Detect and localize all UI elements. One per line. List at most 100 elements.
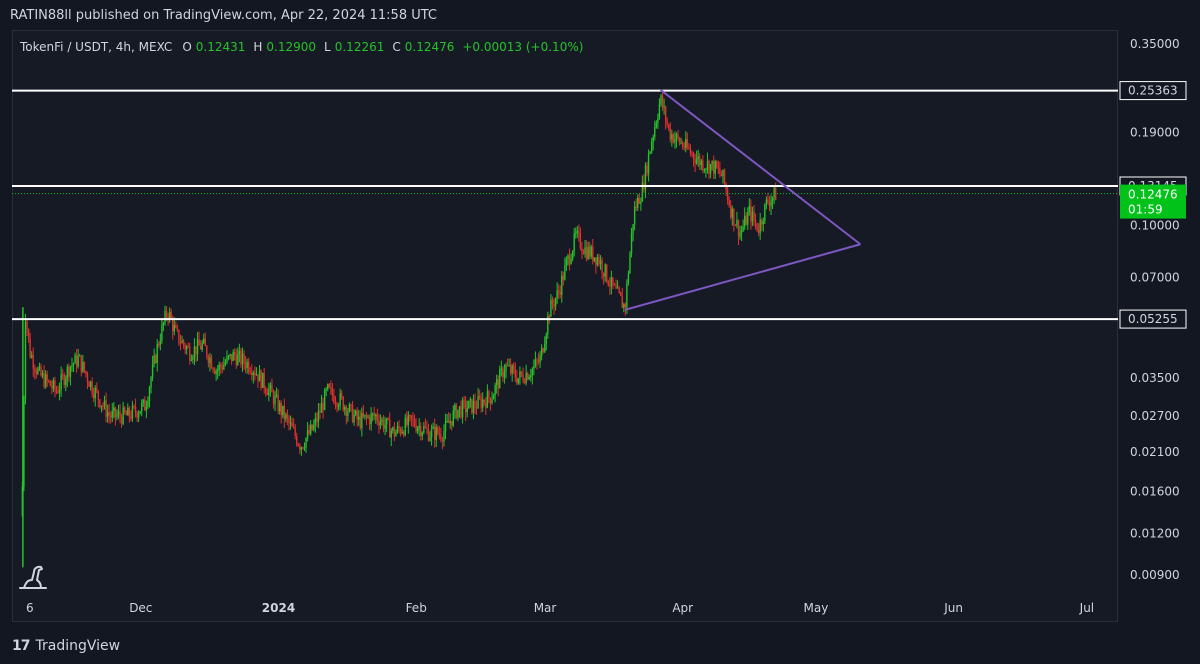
dinosaur-icon[interactable]	[16, 560, 50, 594]
candle-body	[640, 201, 642, 204]
candle-body	[509, 365, 512, 374]
candle-body	[311, 424, 313, 430]
candle-body	[734, 225, 737, 227]
candle-body	[576, 230, 578, 234]
candle-body	[699, 156, 701, 166]
candle-body	[530, 376, 532, 378]
candle-body	[258, 370, 261, 382]
candle-body	[244, 362, 247, 369]
candle-body	[336, 403, 338, 407]
candle-body	[123, 407, 126, 413]
candle-body	[68, 366, 70, 377]
candle-body	[288, 417, 290, 424]
open-key: O	[182, 40, 192, 54]
candle-body	[395, 431, 397, 437]
candle-body	[110, 415, 112, 418]
candle-body	[471, 399, 473, 414]
candle-body	[632, 224, 634, 234]
candle-body	[446, 420, 448, 422]
candle-body	[88, 382, 90, 387]
candle-body	[319, 410, 321, 413]
candle-body	[537, 360, 540, 362]
candle-body	[79, 355, 81, 357]
symbol-label[interactable]: TokenFi / USDT, 4h, MEXC	[20, 40, 173, 54]
candle-body	[668, 124, 670, 129]
candle-body	[308, 430, 310, 434]
candle-body	[364, 414, 366, 417]
candle-body	[368, 417, 371, 425]
candle-body	[753, 211, 755, 221]
candle-body	[398, 425, 400, 429]
candle-body	[737, 219, 740, 237]
candle-body	[243, 353, 245, 363]
candle-body	[761, 219, 763, 225]
candle-body	[692, 153, 695, 159]
candle-body	[131, 405, 134, 419]
candle-body	[229, 354, 231, 356]
candle-body	[680, 142, 682, 144]
candle-body	[440, 434, 442, 440]
candle-body	[474, 400, 476, 408]
candle-body	[730, 205, 732, 218]
candle-body	[235, 355, 237, 366]
candle-body	[629, 253, 631, 274]
candle-body	[557, 290, 560, 292]
candle-body	[283, 405, 286, 420]
candle-body	[251, 372, 253, 376]
candle-body	[187, 346, 189, 348]
candle-body	[195, 346, 197, 355]
high-value: 0.12900	[266, 40, 317, 54]
candle-body	[522, 374, 524, 381]
x-tick-label: Dec	[129, 601, 152, 615]
candle-body	[593, 257, 596, 261]
candle-body	[545, 334, 547, 344]
level-price-label: 0.05255	[1128, 312, 1178, 326]
candle-body	[671, 134, 673, 140]
candle-body	[658, 103, 661, 118]
candle-body	[426, 427, 428, 429]
candle-body	[539, 355, 541, 362]
candle-body	[404, 417, 406, 436]
candle-body	[421, 432, 423, 436]
candle-body	[261, 372, 264, 388]
candle-body	[410, 415, 413, 419]
chart-pane[interactable]	[12, 30, 1118, 622]
candle-body	[630, 233, 633, 254]
candle-body	[455, 404, 458, 419]
candle-body	[641, 182, 644, 202]
candle-body	[274, 395, 276, 405]
candle-body	[626, 283, 628, 308]
candle-body	[649, 151, 651, 154]
candle-body	[285, 414, 287, 420]
candle-body	[652, 136, 654, 143]
x-tick-label: Feb	[406, 601, 427, 615]
candle-body	[85, 370, 87, 375]
ohlc-legend: TokenFi / USDT, 4h, MEXC O 0.12431 H 0.129…	[20, 40, 583, 54]
candle-body	[241, 353, 244, 365]
candle-body	[296, 435, 298, 445]
candle-body	[708, 160, 710, 174]
candle-body	[661, 95, 664, 108]
candle-body	[523, 380, 526, 383]
candle-body	[412, 418, 414, 420]
candle-body	[23, 399, 25, 487]
candle-body	[435, 427, 437, 440]
candle-body	[333, 395, 335, 403]
candle-body	[542, 348, 544, 352]
candle-body	[568, 255, 571, 264]
candle-body	[277, 394, 279, 412]
candle-body	[469, 399, 472, 401]
candle-body	[517, 378, 520, 384]
candle-body	[213, 370, 216, 374]
publish-info: RATIN88ll published on TradingView.com, …	[10, 8, 438, 23]
candle-body	[437, 427, 439, 434]
candle-body	[536, 359, 538, 361]
candle-body	[193, 346, 196, 358]
candle-body	[254, 372, 256, 375]
candle-body	[63, 375, 65, 385]
candle-body	[114, 407, 117, 417]
candle-body	[627, 273, 630, 284]
candle-body	[120, 416, 123, 424]
candle-body	[466, 408, 468, 413]
